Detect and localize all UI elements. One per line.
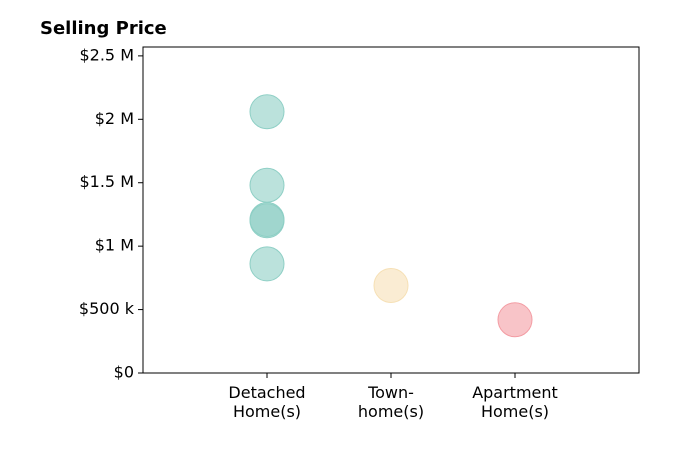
- y-tick-label: $0: [114, 363, 134, 382]
- y-tick-label: $1.5 M: [79, 172, 134, 191]
- point: [249, 167, 285, 203]
- point: [497, 302, 533, 338]
- chart-title: Selling Price: [40, 18, 167, 39]
- y-tick-label: $2.5 M: [79, 45, 134, 64]
- point: [249, 203, 285, 239]
- plot-frame: [142, 46, 640, 374]
- x-tick-label: Apartment Home(s): [472, 383, 558, 421]
- x-tick-label: Town- home(s): [357, 383, 425, 421]
- point: [249, 246, 285, 282]
- point: [373, 267, 409, 303]
- y-tick-label: $1 M: [95, 236, 134, 255]
- y-tick-label: $500 k: [79, 299, 135, 318]
- point: [249, 94, 285, 130]
- x-tick-label: Detached Home(s): [228, 383, 306, 421]
- y-tick-label: $2 M: [95, 109, 134, 128]
